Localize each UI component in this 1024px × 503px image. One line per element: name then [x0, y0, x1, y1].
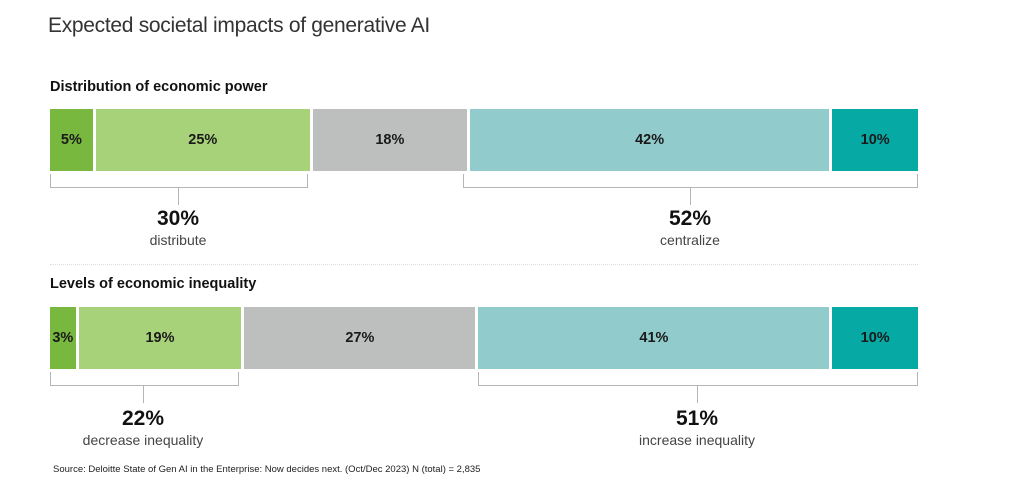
chart-2-segment-4: 41%	[478, 307, 830, 369]
chart-2-increase-value: 51%	[675, 407, 719, 430]
chart-2-decrease-text: decrease inequality	[82, 432, 204, 448]
section-divider	[50, 264, 918, 265]
chart-1-distribute-text: distribute	[149, 232, 207, 248]
chart-1-distribute-bracket	[50, 174, 308, 188]
chart-2-segment-5: 10%	[832, 307, 918, 369]
chart-2-title: Levels of economic inequality	[50, 276, 257, 292]
chart-1-centralize-group: 52% centralize	[580, 207, 800, 249]
chart-1-distribute-group: 30% distribute	[68, 207, 288, 249]
chart-2-decrease-stem	[143, 386, 144, 403]
chart-1-centralize-bracket	[463, 174, 918, 188]
chart-2-segment-2: 19%	[78, 307, 242, 369]
chart-1-centralize-stem	[690, 188, 691, 205]
chart-1-distribute-value: 30%	[156, 207, 200, 230]
chart-1-segment-5: 10%	[832, 109, 918, 171]
chart-1-stacked-bar: 5% 25% 18% 42% 10%	[50, 109, 918, 171]
chart-2-decrease-group: 22% decrease inequality	[33, 407, 253, 449]
source-note: Source: Deloitte State of Gen AI in the …	[53, 464, 481, 475]
chart-1-centralize-value: 52%	[668, 207, 712, 230]
chart-2-segment-3: 27%	[244, 307, 476, 369]
chart-1-segment-2: 25%	[95, 109, 310, 171]
chart-1-segment-4: 42%	[469, 109, 830, 171]
chart-2-decrease-value: 22%	[121, 407, 165, 430]
chart-1-title: Distribution of economic power	[50, 79, 268, 95]
chart-1-segment-1: 5%	[50, 109, 93, 171]
chart-1-centralize-text: centralize	[660, 232, 720, 248]
chart-2-segment-1: 3%	[50, 307, 76, 369]
chart-1-distribute-stem	[178, 188, 179, 205]
chart-2-increase-group: 51% increase inequality	[587, 407, 807, 449]
chart-title: Expected societal impacts of generative …	[48, 14, 430, 37]
chart-2-increase-stem	[697, 386, 698, 403]
chart-2-stacked-bar: 3% 19% 27% 41% 10%	[50, 307, 918, 369]
chart-2-decrease-bracket	[50, 372, 239, 386]
chart-1-segment-3: 18%	[312, 109, 467, 171]
chart-2-increase-text: increase inequality	[639, 432, 755, 448]
chart-2-increase-bracket	[478, 372, 918, 386]
